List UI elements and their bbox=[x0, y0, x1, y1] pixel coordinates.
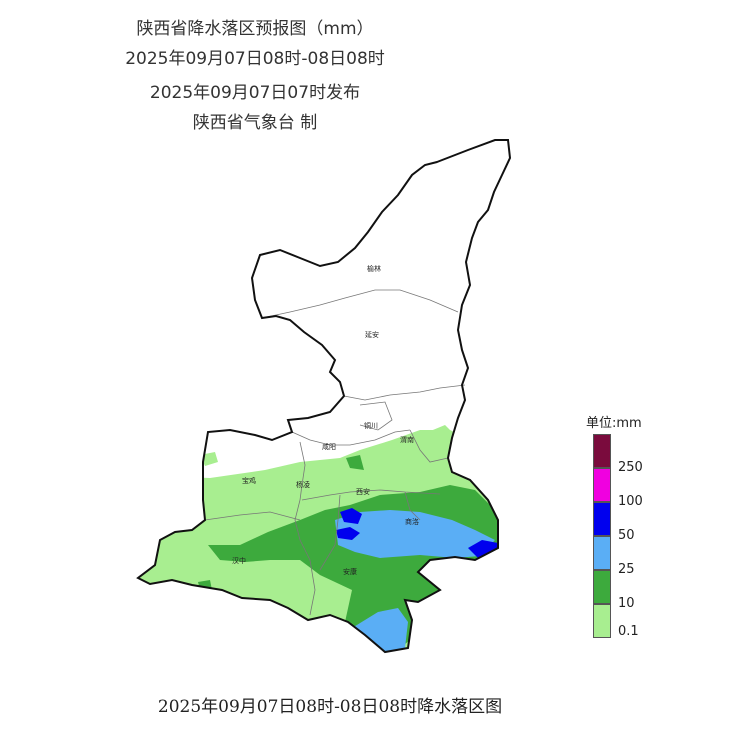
prefecture-boundaries bbox=[204, 289, 466, 616]
city-label-baoji: 宝鸡 bbox=[242, 476, 256, 485]
legend-swatch bbox=[593, 604, 611, 638]
legend-swatch bbox=[593, 502, 611, 536]
legend-swatch bbox=[593, 570, 611, 604]
rain-zone-rainstorm bbox=[336, 527, 360, 540]
rain-zone-rainstorm bbox=[340, 508, 362, 524]
legend-swatch bbox=[593, 468, 611, 502]
issuer: 陕西省气象台 制 bbox=[192, 113, 318, 133]
city-label-hanzhong: 汉中 bbox=[232, 556, 246, 565]
issue-time: 2025年09月07日07时发布 bbox=[149, 83, 361, 103]
map-title: 陕西省降水落区预报图（mm） bbox=[136, 19, 374, 39]
rain-zone-heavy bbox=[335, 510, 495, 558]
city-label-ankang: 安康 bbox=[343, 567, 357, 576]
city-label-weinan: 渭南 bbox=[400, 435, 414, 444]
legend-swatch bbox=[593, 536, 611, 570]
map-caption: 2025年09月07日08时-08日08时降水落区图 bbox=[157, 697, 503, 717]
legend-label: 25 bbox=[618, 562, 635, 577]
rain-zone-moderate-patch bbox=[346, 455, 364, 470]
city-label-yangling: 杨凌 bbox=[296, 480, 310, 489]
city-label-tongchuan: 铜川 bbox=[364, 421, 378, 430]
legend-label: 250 bbox=[618, 460, 643, 475]
legend-title: 单位:mm bbox=[586, 416, 642, 431]
precipitation-areas bbox=[138, 425, 510, 652]
legend-label: 100 bbox=[618, 494, 643, 509]
forecast-period: 2025年09月07日08时-08日08时 bbox=[125, 49, 385, 69]
city-label-xian: 西安 bbox=[356, 487, 370, 496]
city-label-xianyang: 咸阳 bbox=[322, 442, 336, 451]
legend-label: 0.1 bbox=[618, 624, 639, 639]
legend-label: 50 bbox=[618, 528, 635, 543]
city-label-shangluo: 商洛 bbox=[405, 517, 419, 526]
legend-swatch bbox=[593, 434, 611, 468]
legend-label: 10 bbox=[618, 596, 635, 611]
rain-zone-light-patch bbox=[428, 425, 452, 440]
rain-zone-heavy-south bbox=[352, 608, 408, 652]
city-label-yanan: 延安 bbox=[365, 330, 379, 339]
city-label-yulin: 榆林 bbox=[367, 264, 381, 273]
province-outline bbox=[136, 139, 512, 654]
